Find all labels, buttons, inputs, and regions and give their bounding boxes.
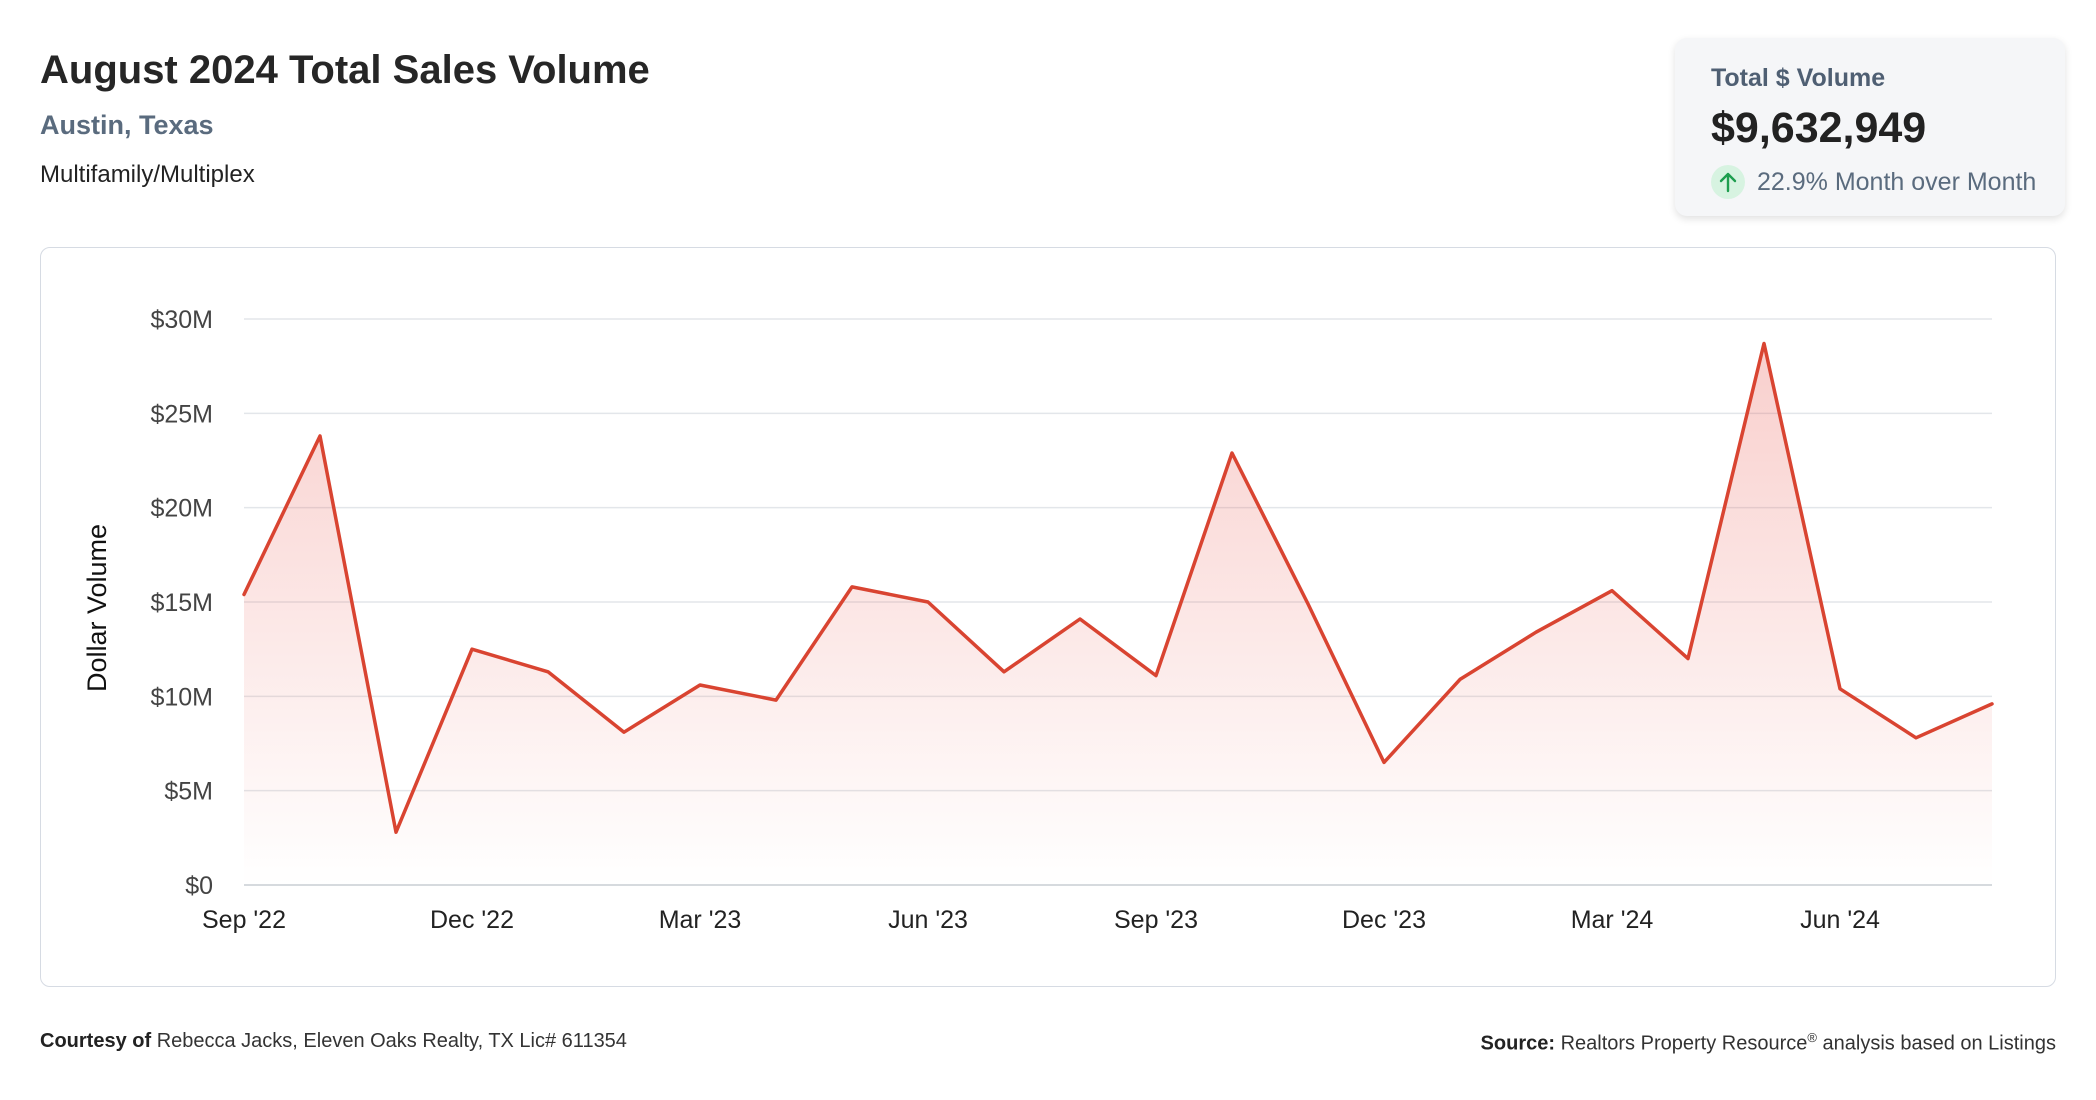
x-tick-label: Mar '23 xyxy=(659,906,742,934)
courtesy-text: Rebecca Jacks, Eleven Oaks Realty, TX Li… xyxy=(156,1030,627,1052)
kpi-change: 22.9% Month over Month xyxy=(1711,162,2036,202)
chart-container: $0 $5M $10M $15M $20M $25M $30M Sep '22 Dec '22… xyxy=(40,247,2056,987)
y-tick-label: $5M xyxy=(164,778,213,806)
series-line xyxy=(242,341,1994,834)
y-tick-label: $15M xyxy=(150,589,213,617)
source-text-post: analysis based on Listings xyxy=(1822,1032,2056,1055)
kpi-label: Total $ Volume xyxy=(1711,64,1886,92)
location-subtitle: Austin, Texas xyxy=(40,110,214,140)
y-tick-label: $0 xyxy=(185,872,213,900)
registered-mark: ® xyxy=(1807,1030,1817,1045)
y-tick-label: $10M xyxy=(150,683,213,711)
x-tick-label: Jun '23 xyxy=(888,906,968,934)
footer-source: Source: Realtors Property Resource® anal… xyxy=(1481,1030,2056,1056)
source-text: Realtors Property Resource xyxy=(1560,1032,1808,1055)
kpi-change-text: 22.9% Month over Month xyxy=(1757,167,2037,196)
x-tick-label: Sep '23 xyxy=(1114,906,1198,934)
page-title: August 2024 Total Sales Volume xyxy=(40,48,650,92)
courtesy-label: Courtesy of xyxy=(40,1030,152,1052)
x-tick-label: Dec '23 xyxy=(1342,906,1426,934)
kpi-card: Total $ Volume $9,632,949 22.9% Month ov… xyxy=(1675,38,2065,216)
property-type-label: Multifamily/Multiplex xyxy=(40,161,255,188)
source-label: Source: xyxy=(1480,1032,1556,1055)
footer-courtesy: Courtesy of Rebecca Jacks, Eleven Oaks R… xyxy=(40,1030,627,1053)
x-tick-label: Dec '22 xyxy=(430,906,514,934)
y-tick-label: $30M xyxy=(150,306,213,334)
x-tick-label: Sep '22 xyxy=(202,906,286,934)
sales-volume-chart: $0 $5M $10M $15M $20M $25M $30M Sep '22 Dec '22… xyxy=(82,306,1994,934)
y-tick-label: $25M xyxy=(150,400,213,428)
arrow-up-icon xyxy=(1711,165,1745,199)
x-tick-label: Jun '24 xyxy=(1800,906,1880,934)
kpi-value: $9,632,949 xyxy=(1711,104,1927,152)
chart-area-fill xyxy=(244,343,1992,885)
y-axis-label: Dollar Volume xyxy=(82,524,112,692)
x-tick-label: Mar '24 xyxy=(1571,906,1654,934)
y-tick-label: $20M xyxy=(150,495,213,523)
